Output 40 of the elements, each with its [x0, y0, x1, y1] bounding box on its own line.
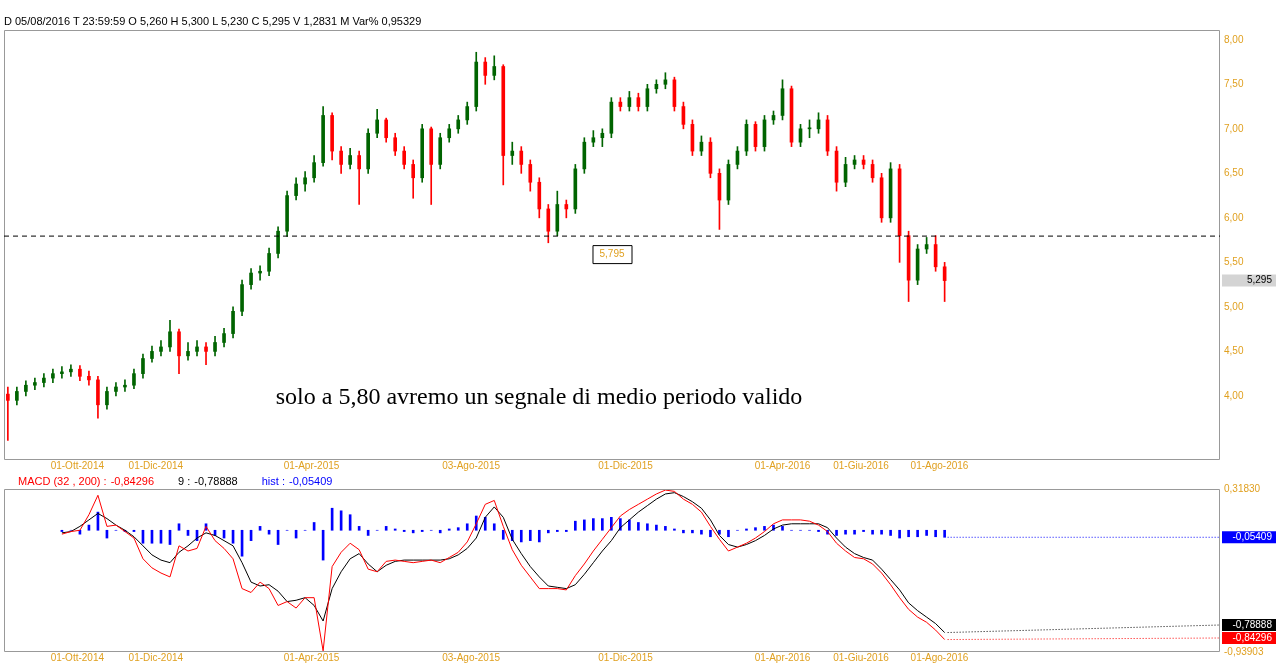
y-tick-label: 7,00 — [1224, 122, 1244, 134]
x-tick-label: 01-Dic-2015 — [598, 651, 654, 663]
y-tick-label: -0,93903 — [1224, 645, 1264, 657]
text: 5,295 — [1246, 274, 1273, 286]
annotation: solo a 5,80 avremo un segnale di medio periodo valido — [275, 382, 803, 409]
x-tick-label: 01-Apr-2016 — [754, 651, 811, 663]
x-tick-label: 01-Apr-2015 — [283, 651, 340, 663]
x-tick-label: 03-Ago-2015 — [442, 651, 501, 663]
y-tick-label: 4,50 — [1224, 345, 1244, 357]
y-tick-label: 0,31830 — [1224, 482, 1261, 494]
x-tick-label: 01-Apr-2015 — [283, 459, 340, 471]
annotation: -0,05409 — [1232, 531, 1273, 543]
y-tick-label: 5,50 — [1224, 256, 1244, 268]
annotation: -0,78888 — [1232, 618, 1273, 630]
x-tick-label: 01-Dic-2015 — [598, 459, 654, 471]
x-tick-label: 01-Ago-2016 — [910, 459, 969, 471]
y-tick-label: 6,50 — [1224, 167, 1244, 179]
x-tick-label: 01-Giu-2016 — [833, 651, 890, 663]
ref-line-label: 5,795 — [599, 248, 625, 260]
x-tick-label: 01-Dic-2014 — [128, 459, 184, 471]
y-tick-label: 8,00 — [1224, 33, 1244, 45]
x-tick-label: 01-Ott-2014 — [50, 651, 105, 663]
x-tick-label: 01-Ago-2016 — [910, 651, 969, 663]
x-tick-label: 01-Ott-2014 — [50, 459, 105, 471]
chart-subtitle: D 05/08/2016 T 23:59:59 O 5,260 H 5,300 L 5,230 C 5,295 V 1,2831 M Var% 0,95329 — [4, 15, 422, 27]
y-tick-label: 5,00 — [1224, 300, 1244, 312]
text: 9 : — [178, 475, 191, 487]
y-tick-label: 6,00 — [1224, 211, 1244, 223]
x-tick-label: 03-Ago-2015 — [442, 459, 501, 471]
annotation: -0,84296 — [1232, 631, 1273, 643]
x-tick-label: 01-Giu-2016 — [833, 459, 890, 471]
x-tick-label: 01-Dic-2014 — [128, 651, 184, 663]
y-tick-label: 7,50 — [1224, 78, 1244, 90]
x-tick-label: 01-Apr-2016 — [754, 459, 811, 471]
text: -0,78888 — [194, 475, 238, 487]
y-tick-label: 4,00 — [1224, 389, 1244, 401]
series-label: MACD (32 , 200) : — [18, 475, 107, 487]
text: hist : — [261, 475, 285, 487]
text: -0,84296 — [110, 475, 155, 487]
text: -0,05409 — [288, 475, 333, 487]
